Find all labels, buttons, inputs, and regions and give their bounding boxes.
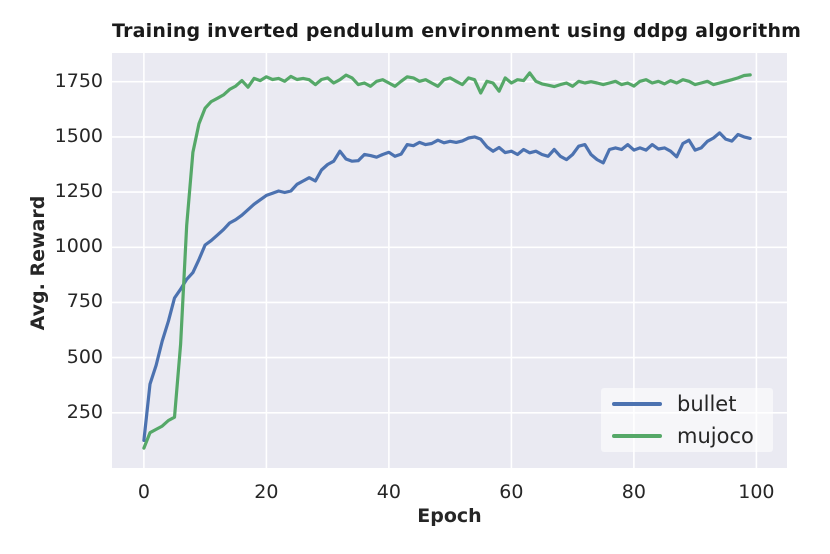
x-tick-label: 40 (376, 481, 401, 503)
legend-label-mujoco: mujoco (677, 423, 754, 448)
mujoco-line (142, 71, 752, 450)
legend-entry-bullet: bullet (601, 388, 773, 420)
chart-title: Training inverted pendulum environment u… (112, 20, 802, 42)
x-tick-label: 60 (499, 481, 524, 503)
y-tick-label: 250 (66, 400, 103, 423)
x-tick-label: 20 (254, 481, 279, 503)
legend: bullet mujoco (601, 388, 773, 452)
x-tick-label: 0 (137, 481, 150, 503)
y-tick-label: 1750 (54, 69, 103, 92)
bullet-line (142, 131, 752, 442)
grid-lines (112, 53, 787, 468)
legend-label-bullet: bullet (677, 391, 737, 416)
x-tick-label: 80 (621, 481, 646, 503)
bullet-line-swatch (612, 402, 662, 406)
x-axis-label: Epoch (417, 505, 482, 527)
y-tick-label: 1000 (54, 235, 103, 258)
y-tick-label: 750 (66, 290, 103, 313)
y-tick-label: 500 (66, 345, 103, 368)
y-tick-label: 1250 (54, 180, 103, 203)
y-tick-label: 1500 (54, 124, 103, 147)
mujoco-line-swatch (612, 434, 662, 438)
x-tick-label: 100 (738, 481, 775, 503)
legend-entry-mujoco: mujoco (601, 420, 773, 452)
